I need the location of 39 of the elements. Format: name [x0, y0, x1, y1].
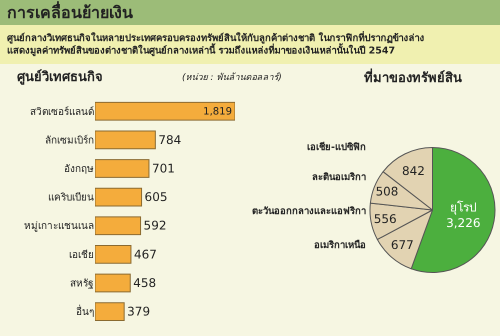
- chart-title: ที่มาของทรัพย์สิน: [364, 68, 462, 86]
- y-tick-label: อื่นๆ: [76, 304, 94, 318]
- y-tick-label: สหรัฐ: [70, 278, 94, 290]
- data-label: 379: [127, 304, 150, 319]
- slice-label: ยุโรป: [450, 200, 477, 216]
- data-label: 605: [144, 190, 168, 204]
- bar: [95, 274, 131, 292]
- y-tick-label: เอเชีย: [69, 248, 94, 261]
- data-label: 508: [376, 184, 398, 198]
- bar: [95, 216, 142, 236]
- text: การเคลื่อนย้ายเงิน: [7, 1, 133, 22]
- slice-label: ตะวันออกกลางและแอฟริกา: [252, 205, 366, 217]
- data-label: 467: [134, 247, 157, 262]
- data-label: 556: [374, 212, 397, 226]
- slice-label: อเมริกาเหนือ: [314, 239, 366, 251]
- y-tick-label: หมู่เกาะแชนเนล: [24, 221, 94, 232]
- data-label: 3,226: [446, 216, 480, 230]
- text: ศูนย์กลางวิเทศธนกิจในหลายประเทศครอบครองทรัพย์สินให้กับลูกค้าต่างชาติ ในกราฟิกที่ปรากฏข้างล่าง แสดงมูลค่าทรัพย์สินของต่างชาติในศูนย์กลางเหล่านี้ รวมถึงแหล่งที่มาของเงินเหล่านั้นในปี 2547: [7, 30, 424, 58]
- bar: [95, 130, 156, 150]
- data-label: 592: [144, 218, 166, 233]
- bar: [95, 244, 132, 264]
- slice-label: เอเชีย-แปซิฟิก: [307, 141, 366, 153]
- y-tick-label: สวิตเซอร์แลนด์: [30, 106, 94, 118]
- bar: [95, 188, 142, 206]
- y-tick-label: แคริบเบียน: [48, 192, 94, 204]
- y-tick-label: ลักเซมเบิร์ก: [45, 134, 94, 146]
- data-label: 677: [390, 238, 414, 252]
- bar: [95, 159, 150, 178]
- slice-label: ละตินอเมริกา: [312, 172, 366, 183]
- data-label: 1,819: [203, 106, 232, 118]
- data-label: 842: [402, 164, 425, 178]
- data-label: 458: [133, 276, 156, 290]
- chart-title: ศูนย์วิเทศธนกิจ: [17, 69, 103, 85]
- bar: [95, 102, 235, 121]
- y-tick-label: อังกฤษ: [64, 164, 94, 175]
- chart-subtitle: (หน่วย : พันล้านดอลลาร์): [182, 72, 282, 83]
- bar: [95, 302, 125, 321]
- data-label: 701: [152, 161, 175, 176]
- data-label: 784: [158, 132, 182, 147]
